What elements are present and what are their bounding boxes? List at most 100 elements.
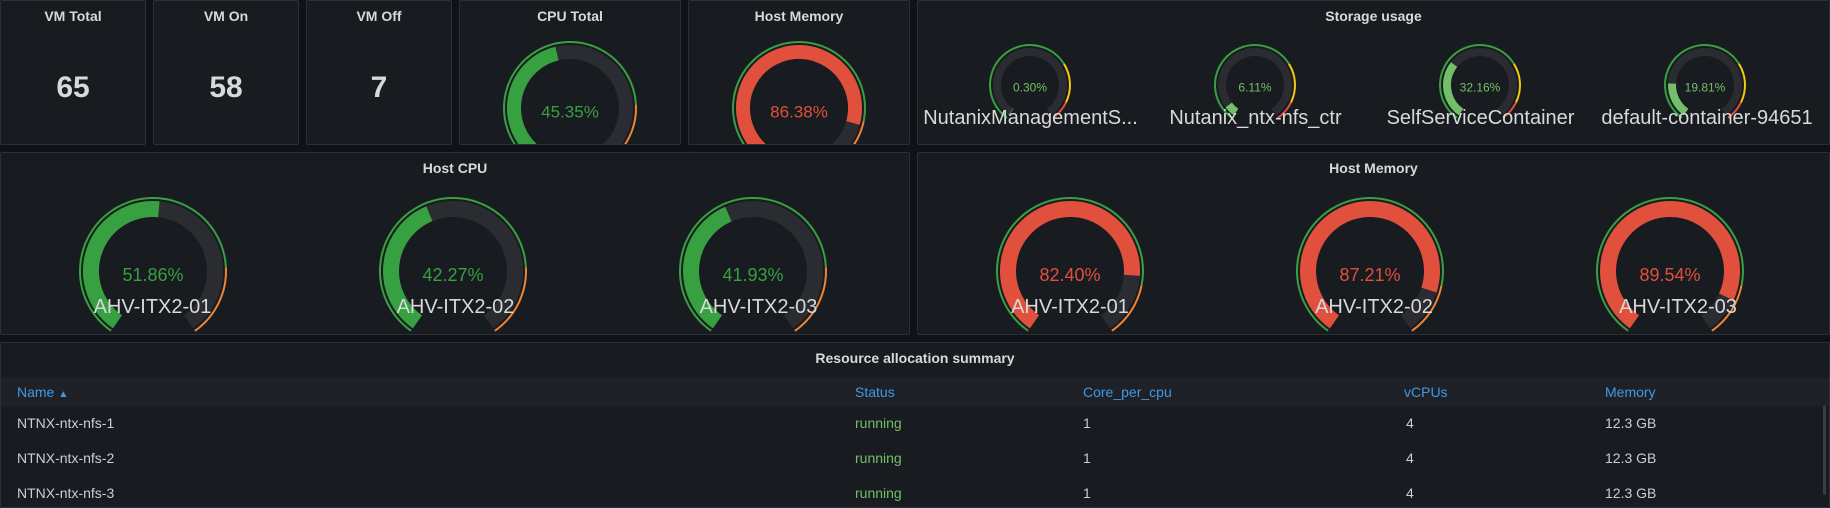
table-scrollbar[interactable] — [1823, 405, 1826, 495]
gauge-value-label: 32.16% — [1460, 81, 1501, 95]
cell-status: running — [855, 485, 902, 501]
gauge-threshold-arc — [1411, 285, 1443, 332]
gauge-threshold-arc — [1738, 63, 1746, 103]
gauge-threshold-arc — [1111, 285, 1143, 332]
column-header-core-per-cpu[interactable]: Core_per_cpu — [1083, 384, 1172, 400]
table-row: NTNX-ntx-nfs-3 running 1 4 12.3 GB — [1, 476, 1829, 507]
gauge-value-arc — [1000, 201, 1140, 329]
gauge-threshold-arc — [1052, 102, 1067, 119]
stat-value: 58 — [209, 71, 243, 104]
stat-title: VM On — [203, 8, 249, 24]
cell-name: NTNX-ntx-nfs-1 — [17, 415, 115, 431]
sort-ascending-icon: ▲ — [58, 389, 69, 400]
column-header-memory[interactable]: Memory — [1605, 384, 1656, 400]
gauge-threshold-arc — [1664, 44, 1740, 119]
cell-name: NTNX-ntx-nfs-3 — [17, 485, 115, 501]
gauge-threshold-arc — [1295, 197, 1444, 332]
gauge-value-label: 6.11% — [1238, 81, 1271, 95]
gauge-threshold-arc — [679, 197, 827, 332]
panel-title: Resource allocation summary — [815, 350, 1015, 366]
host-cpu-gauge-name: AHV-ITX2-01 — [93, 296, 212, 318]
host-memory-total-panel: Host Memory 86.38% — [688, 0, 910, 145]
host-memory-gauge-name: AHV-ITX2-02 — [1315, 296, 1433, 318]
stat-value: 65 — [56, 71, 90, 104]
storage-gauges: 0.30% 6.11% 32.16% 19.81% — [989, 44, 1746, 119]
host-memory-gauges: 82.40% 87.21% 89.54% — [995, 197, 1744, 332]
panel-title: CPU Total — [537, 8, 603, 24]
cell-vcpus: 4 — [1406, 415, 1414, 431]
gauge-track — [993, 48, 1067, 116]
gauge-threshold-arc — [1277, 102, 1292, 119]
cpu-total-gauge: 45.35% — [503, 41, 637, 144]
stat-value: 7 — [370, 71, 388, 104]
gauge-value-label: 89.54% — [1639, 265, 1700, 285]
gauge-value-label: 51.86% — [122, 265, 183, 285]
gauge-value-label: 42.27% — [422, 265, 483, 285]
cell-core-per-cpu: 1 — [1083, 450, 1091, 466]
cell-vcpus: 4 — [1406, 450, 1414, 466]
gauge-threshold-arc — [995, 197, 1144, 332]
storage-gauge-name: SelfServiceContainer — [1386, 107, 1575, 129]
column-header-status[interactable]: Status — [855, 384, 895, 400]
cell-memory: 12.3 GB — [1605, 450, 1657, 466]
stat-panel-vm-total: VM Total 65 — [0, 0, 146, 145]
panel-title: Host CPU — [422, 160, 488, 176]
gauge-value-label: 82.40% — [1039, 265, 1100, 285]
gauge-value-arc — [383, 206, 433, 329]
cell-status: running — [855, 450, 902, 466]
gauge-threshold-arc — [1288, 63, 1296, 103]
cell-memory: 12.3 GB — [1605, 485, 1657, 501]
gauge-value-label: 45.35% — [541, 102, 599, 121]
gauge-threshold-arc — [853, 120, 865, 144]
host-memory-total-gauge: 86.38% — [732, 41, 867, 144]
storage-gauge-name: Nutanix_ntx-nfs_ctr — [1169, 107, 1342, 129]
gauge-track — [1218, 48, 1292, 116]
host-cpu-panel: Host CPU 51.86% 42.27% 41.93% AHV-ITX2-01 … — [0, 152, 910, 335]
cell-status: running — [855, 415, 902, 431]
stat-title: VM Off — [356, 8, 402, 24]
gauge-threshold-arc — [1439, 44, 1515, 119]
panel-title: Host Memory — [1329, 160, 1418, 176]
gauge-threshold-arc — [624, 104, 637, 144]
gauge-threshold-arc — [794, 267, 827, 332]
gauge-threshold-arc — [732, 41, 867, 144]
table-header: Name ▲ Status Core_per_cpu vCPUs Memory — [1, 378, 1829, 406]
gauge-value-arc — [507, 46, 559, 144]
cell-core-per-cpu: 1 — [1083, 485, 1091, 501]
gauge-value-arc — [1600, 201, 1740, 329]
resource-allocation-table-panel: Resource allocation summary Name ▲ Status… — [0, 342, 1830, 508]
host-cpu-gauges: 51.86% 42.27% 41.93% — [79, 197, 827, 332]
gauge-threshold-arc — [379, 197, 527, 332]
host-cpu-gauge-name: AHV-ITX2-03 — [699, 296, 818, 318]
host-memory-panel: Host Memory 82.40% 87.21% 89.54% AHV-ITX2-… — [917, 152, 1830, 335]
panel-title: Host Memory — [754, 8, 844, 24]
table-row: NTNX-ntx-nfs-1 running 1 4 12.3 GB — [1, 406, 1829, 441]
gauge-threshold-arc — [1214, 44, 1290, 119]
host-memory-gauge-name: AHV-ITX2-03 — [1619, 296, 1737, 318]
gauge-threshold-arc — [1711, 285, 1743, 332]
host-cpu-gauge-name: AHV-ITX2-02 — [396, 296, 515, 318]
gauge-value-arc — [1668, 83, 1689, 116]
gauge-threshold-arc — [1513, 63, 1521, 103]
gauge-threshold-arc — [989, 44, 1065, 119]
gauge-threshold-arc — [1727, 102, 1742, 119]
gauge-threshold-arc — [1502, 102, 1517, 119]
gauge-value-label: 0.30% — [1013, 81, 1047, 95]
panel-title: Storage usage — [1325, 8, 1422, 24]
column-header-vcpus[interactable]: vCPUs — [1404, 384, 1448, 400]
gauge-threshold-arc — [194, 267, 227, 332]
stat-title: VM Total — [44, 8, 102, 24]
cell-name: NTNX-ntx-nfs-2 — [17, 450, 115, 466]
storage-usage-panel: Storage usage 0.30% 6.11% 32.16% 19.81% Nut… — [917, 0, 1830, 145]
stat-panel-vm-on: VM On 58 — [153, 0, 299, 145]
storage-gauge-name: default-container-94651 — [1601, 107, 1813, 129]
gauge-threshold-arc — [494, 267, 527, 332]
cpu-total-panel: CPU Total 45.35% — [459, 0, 681, 145]
stat-panel-vm-off: VM Off 7 — [306, 0, 452, 145]
cell-core-per-cpu: 1 — [1083, 415, 1091, 431]
gauge-value-arc — [1443, 62, 1464, 116]
gauge-value-arc — [1300, 201, 1440, 329]
gauge-threshold-arc — [503, 41, 637, 144]
column-header-name[interactable]: Name ▲ — [17, 384, 69, 400]
cell-memory: 12.3 GB — [1605, 415, 1657, 431]
